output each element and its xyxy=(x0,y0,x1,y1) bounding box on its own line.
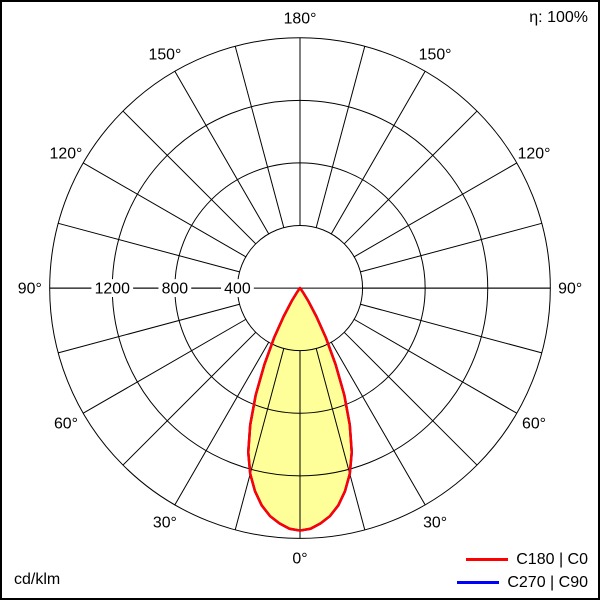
angle-label: 90° xyxy=(18,281,42,298)
ring-label: 400 xyxy=(224,281,251,298)
angle-label: 60° xyxy=(522,416,546,433)
legend: C180 | C0 C270 | C90 xyxy=(457,550,588,592)
curve-c0-c180 xyxy=(247,286,353,532)
ring-label: 800 xyxy=(162,281,189,298)
legend-item-c90-c270: C270 | C90 xyxy=(457,573,588,592)
ring-label: 1200 xyxy=(95,281,130,298)
legend-line-c0-c180 xyxy=(466,557,509,561)
angle-label: 180° xyxy=(284,10,317,27)
angle-label: 150° xyxy=(148,47,181,64)
legend-line-c90-c270 xyxy=(457,580,500,584)
efficiency-label: η: 100% xyxy=(529,9,588,26)
angle-label: 120° xyxy=(518,145,551,162)
angle-label: 150° xyxy=(419,47,452,64)
ring-labels: 400 800 1200 xyxy=(91,279,254,298)
angle-label: 0° xyxy=(292,551,307,568)
unit-label: cd/klm xyxy=(14,571,61,588)
legend-item-c0-c180: C180 | C0 xyxy=(466,550,588,569)
angle-label: 120° xyxy=(50,145,83,162)
legend-label-c90-c270: C270 | C90 xyxy=(507,573,588,591)
legend-label-c0-c180: C180 | C0 xyxy=(516,550,588,568)
polar-spokes xyxy=(49,37,551,539)
angle-labels: 0° 30° 30° 60° 60° 90° 90° 120° 120° 150° 150° 180° xyxy=(18,10,582,567)
angle-label: 60° xyxy=(54,416,78,433)
angle-label: 30° xyxy=(153,515,177,532)
angle-label: 90° xyxy=(558,281,582,298)
angle-label: 30° xyxy=(423,515,447,532)
